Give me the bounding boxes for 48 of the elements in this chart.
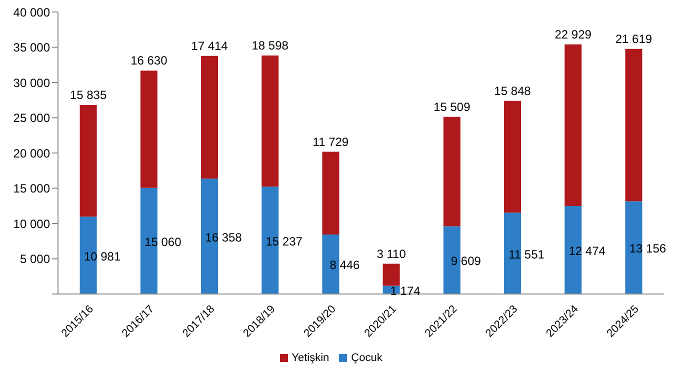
- data-label: 8 446: [330, 258, 360, 272]
- data-label: 21 619: [615, 32, 652, 46]
- bar: [201, 56, 218, 179]
- bar: [564, 44, 582, 206]
- data-label: 15 848: [494, 84, 532, 98]
- bar: [140, 188, 158, 294]
- bar: [504, 212, 522, 294]
- y-tick-label: 40 000: [13, 5, 50, 20]
- y-tick-label: 35 000: [13, 40, 50, 55]
- data-label: 12 474: [568, 244, 606, 258]
- data-label: 15 060: [144, 234, 182, 249]
- bar: [382, 264, 400, 286]
- bar: [80, 216, 97, 294]
- y-tick-label: 25 000: [13, 111, 50, 126]
- y-tick-label: 20 000: [13, 146, 50, 160]
- data-label: 15 237: [266, 234, 303, 248]
- y-tick-label: 5 000: [20, 252, 50, 266]
- legend-label: Çocuk: [351, 352, 382, 364]
- data-label: 16 630: [130, 54, 168, 68]
- bar: [140, 70, 158, 188]
- bar: [322, 234, 340, 294]
- data-label: 9 609: [450, 254, 482, 268]
- data-label: 16 358: [205, 230, 242, 244]
- bar: [443, 226, 460, 294]
- y-tick-label: 15 000: [13, 182, 50, 196]
- y-tick-label: 30 000: [13, 76, 50, 90]
- bar: [504, 100, 522, 213]
- data-label: 11 551: [508, 247, 545, 262]
- bar: [443, 116, 460, 226]
- data-label: 15 835: [70, 88, 107, 102]
- data-label: 17 414: [191, 38, 228, 53]
- bar: [564, 206, 582, 294]
- bar: [625, 201, 642, 294]
- bar: [262, 55, 279, 187]
- bar: [625, 48, 642, 202]
- data-label: 11 729: [312, 134, 349, 149]
- data-label: 1 174: [390, 284, 421, 298]
- bar: [322, 152, 340, 234]
- data-label: 10 981: [84, 249, 121, 264]
- data-label: 22 929: [554, 27, 592, 42]
- bar: [262, 186, 279, 294]
- bar: [80, 104, 97, 217]
- bar: [201, 178, 218, 294]
- y-tick-label: 10 000: [13, 216, 50, 231]
- data-label: 15 509: [434, 100, 471, 114]
- legend-label: Yetişkin: [292, 352, 330, 364]
- data-label: 18 598: [252, 38, 289, 52]
- data-label: 3 110: [376, 246, 406, 261]
